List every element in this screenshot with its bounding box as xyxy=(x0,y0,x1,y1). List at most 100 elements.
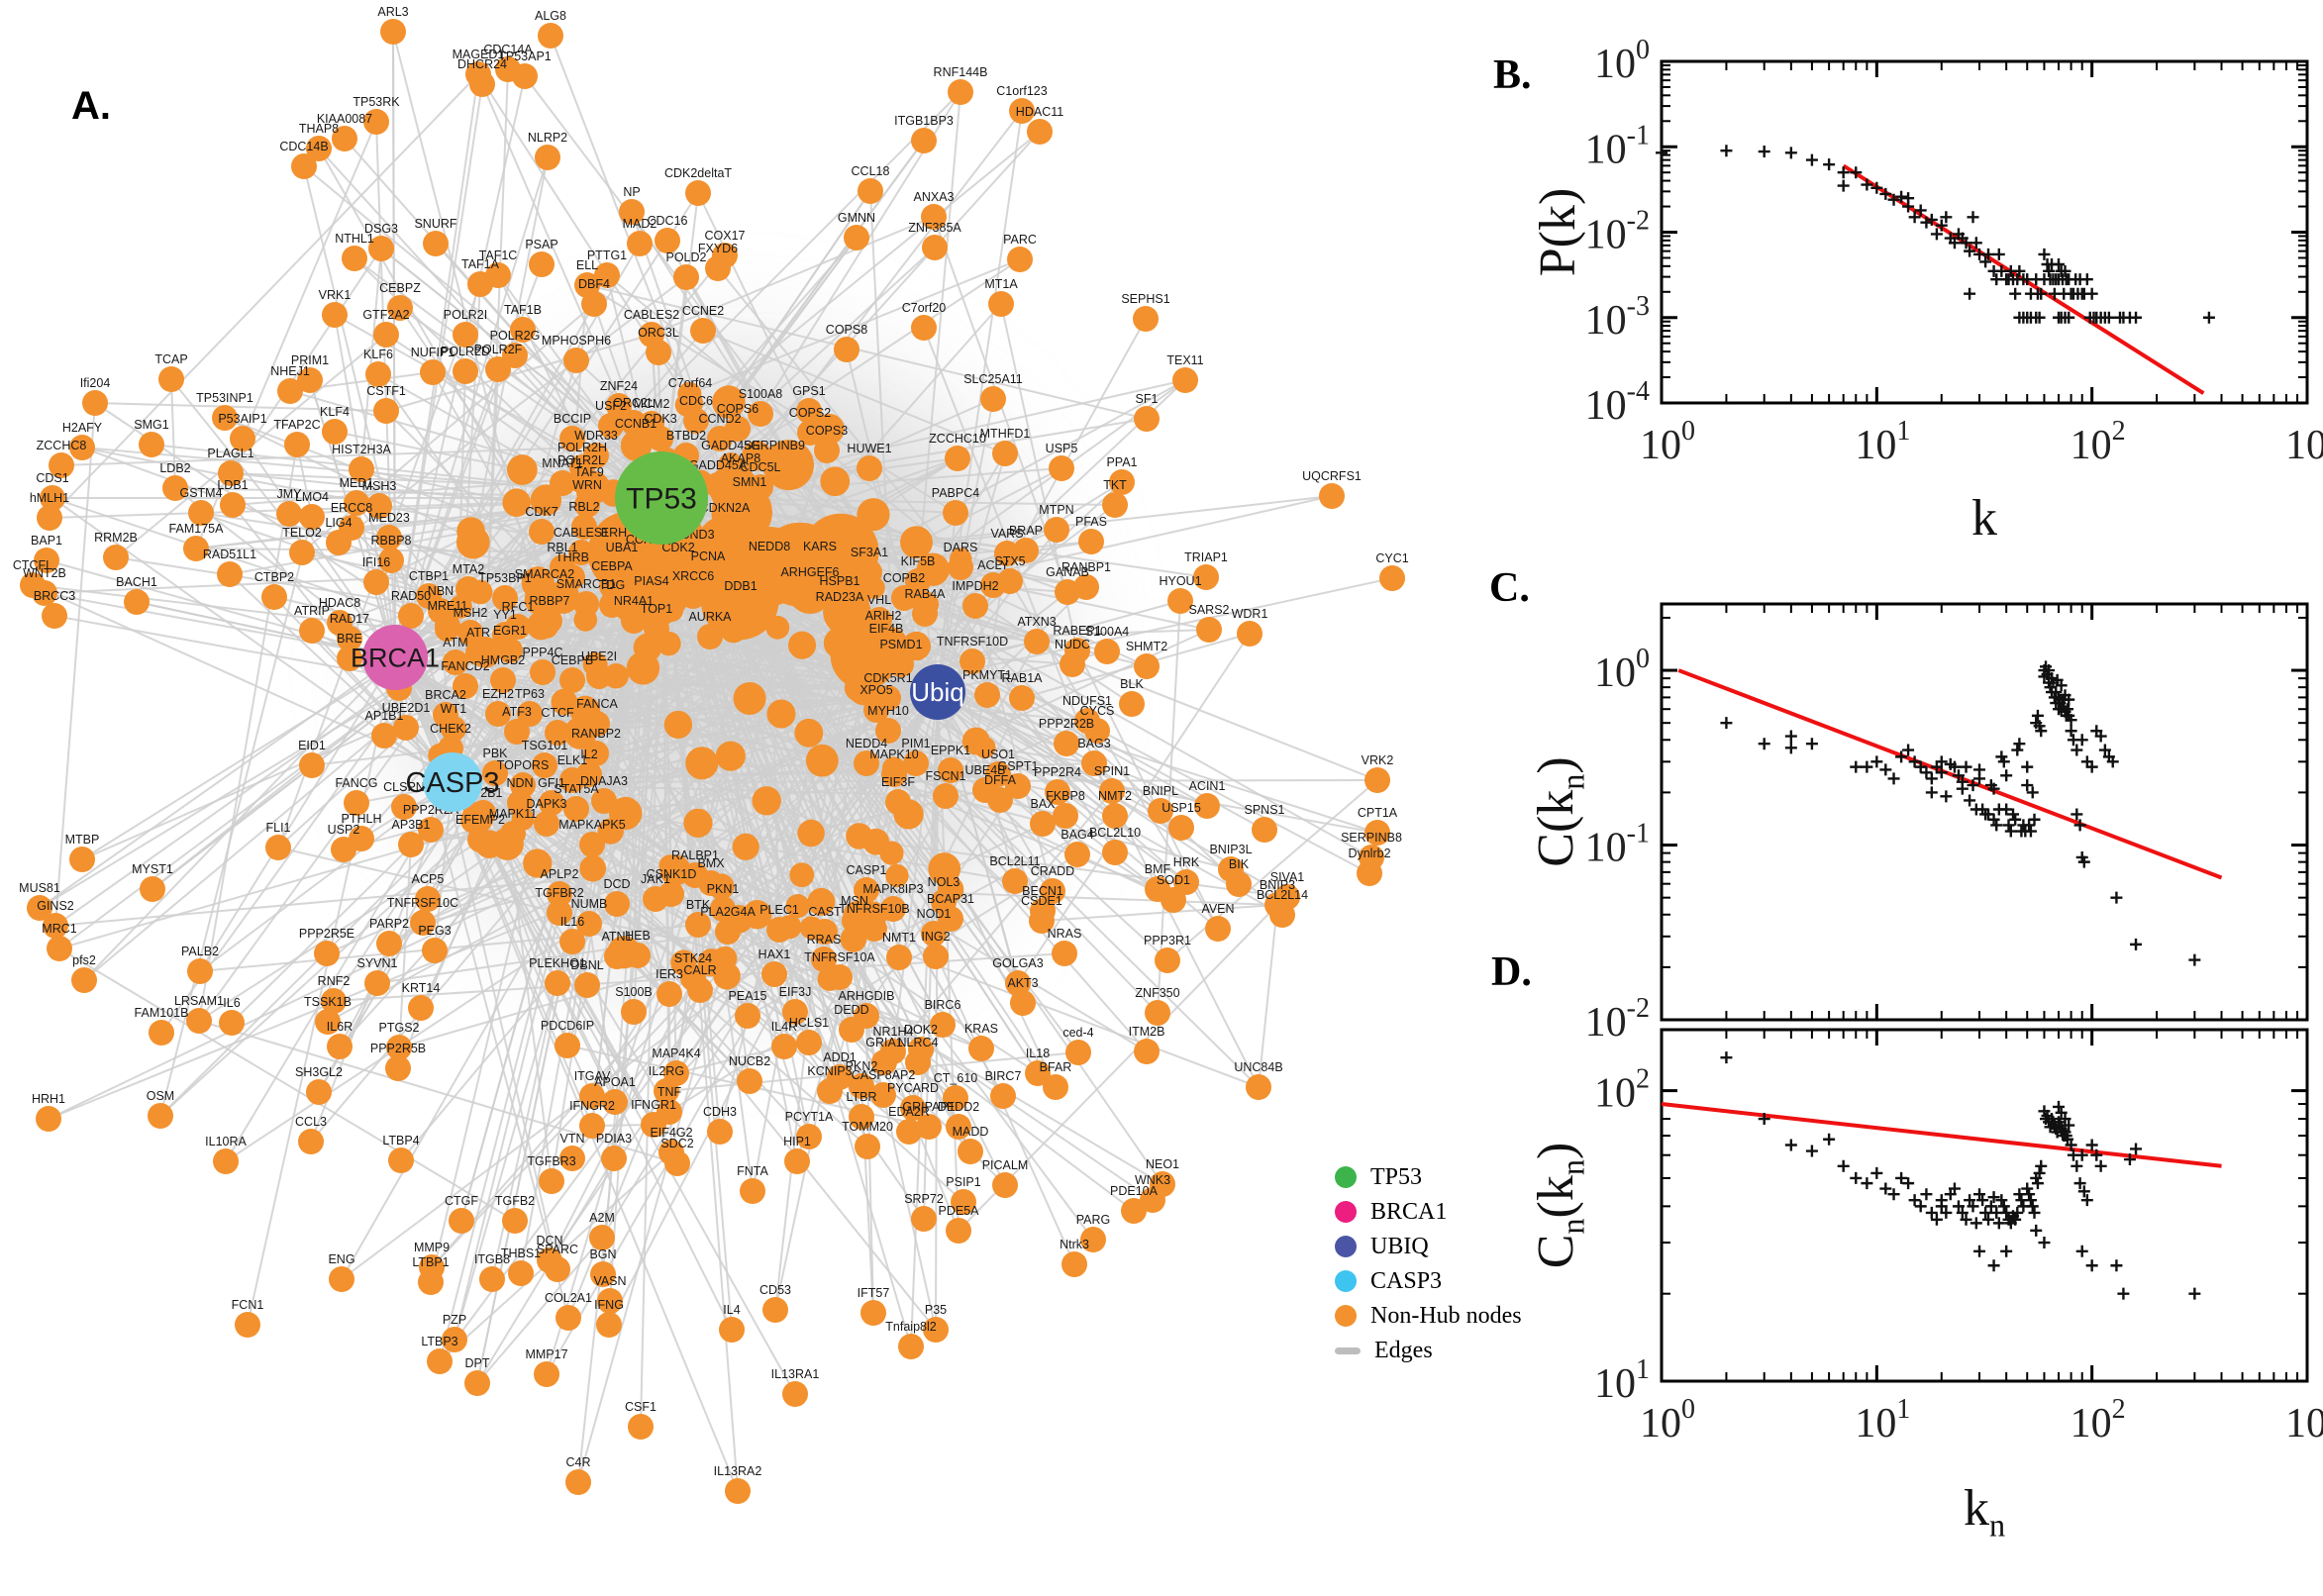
gene-label: CTBP2 xyxy=(254,570,294,584)
gene-label: USO1 xyxy=(981,748,1015,761)
network-node xyxy=(1002,868,1028,894)
gene-label: BECN1 xyxy=(1022,884,1063,898)
network-node xyxy=(1121,1198,1147,1224)
network-node xyxy=(158,366,184,392)
network-node xyxy=(373,398,399,424)
network-node xyxy=(183,536,209,561)
gene-label: GSPT1 xyxy=(998,759,1039,773)
network-node xyxy=(284,432,310,457)
gene-label: VHL xyxy=(867,593,891,607)
gene-label: USP2 xyxy=(328,823,360,837)
gene-label: PICALM xyxy=(982,1158,1029,1172)
gene-label: ZCCHC8 xyxy=(37,439,87,452)
network-node xyxy=(623,431,649,456)
gene-label: ATR xyxy=(466,626,490,640)
data-point xyxy=(2028,813,2041,826)
data-point xyxy=(1837,179,1850,192)
data-point xyxy=(1940,1206,1953,1219)
network-node xyxy=(1081,750,1107,776)
network-edge xyxy=(229,573,454,783)
gene-label: PKMYT1 xyxy=(962,668,1012,682)
gene-label: DOK2 xyxy=(904,1023,938,1037)
gene-label: ORC3L xyxy=(638,326,679,340)
gene-label: DSG3 xyxy=(364,222,398,236)
gene-label: TNFRSF10A xyxy=(804,950,875,964)
gene-label: PSMD1 xyxy=(879,638,922,651)
gene-label: MSN xyxy=(841,894,868,908)
axis-tick-label: 101 xyxy=(1594,1354,1650,1407)
data-point xyxy=(1948,237,1961,249)
edge-swatch-icon xyxy=(1335,1347,1361,1354)
gene-label: RNF2 xyxy=(318,974,351,988)
data-point xyxy=(1784,147,1797,159)
data-point xyxy=(2021,760,2034,773)
data-point xyxy=(1935,1200,1948,1213)
network-node xyxy=(861,916,887,942)
gene-label: BACH1 xyxy=(116,575,157,589)
network-edge xyxy=(488,844,655,1126)
network-edge xyxy=(385,334,653,412)
network-node xyxy=(510,317,536,343)
gene-label: TFAP2C xyxy=(273,418,320,432)
network-node xyxy=(785,894,810,919)
gene-label: IL16 xyxy=(560,915,584,929)
network-node xyxy=(469,71,495,97)
gene-label: STK24 xyxy=(674,951,712,965)
network-node xyxy=(788,570,832,614)
network-node xyxy=(658,854,681,877)
network-node xyxy=(1168,815,1194,841)
data-point xyxy=(1960,237,1972,249)
plot-frame xyxy=(1660,59,2309,405)
gene-label: COPS2 xyxy=(789,406,831,420)
network-node xyxy=(870,1082,896,1108)
gene-label: PTHLH xyxy=(342,812,382,826)
network-node xyxy=(842,908,867,934)
data-point xyxy=(2038,1237,2051,1249)
data-point xyxy=(2063,1119,2075,1132)
network-node xyxy=(376,931,402,956)
data-point xyxy=(2053,257,2065,270)
data-point xyxy=(2059,264,2071,277)
network-node xyxy=(707,1119,733,1145)
gene-label: CYCS xyxy=(1080,704,1115,718)
network-node xyxy=(344,790,369,816)
network-node xyxy=(1194,793,1220,819)
gene-label: PDE5A xyxy=(939,1204,980,1218)
gene-label: COX17 xyxy=(705,229,746,243)
gene-label: IER3 xyxy=(656,967,683,981)
gene-label: SF3A1 xyxy=(851,546,888,559)
gene-label: IL4 xyxy=(723,1303,740,1317)
gene-label: EPPK1 xyxy=(931,744,970,757)
gene-label: TAF9 xyxy=(574,465,604,479)
network-node xyxy=(960,648,985,674)
gene-label: NR4A1 xyxy=(614,594,654,608)
gene-label: ZCCHC10 xyxy=(929,432,986,446)
network-node xyxy=(787,631,817,659)
gene-label: COL2A1 xyxy=(545,1291,592,1305)
gene-label: VASN xyxy=(593,1274,626,1288)
gene-label: UBE4B xyxy=(965,763,1006,777)
gene-label: MYST1 xyxy=(132,862,173,876)
panel-label-b: B. xyxy=(1493,52,1532,98)
network-node xyxy=(911,128,937,153)
data-point xyxy=(2085,1259,2098,1272)
network-edge xyxy=(563,701,1148,1052)
network-node xyxy=(771,1034,797,1059)
network-edge xyxy=(937,512,957,693)
network-edge xyxy=(923,327,1116,817)
gene-label: FNTA xyxy=(737,1164,768,1178)
network-node xyxy=(49,452,74,478)
network-edge xyxy=(170,378,176,489)
gene-label: SOD1 xyxy=(1157,873,1190,887)
gene-label: EIF4G2 xyxy=(650,1126,692,1140)
network-edge xyxy=(198,1020,678,1164)
data-point xyxy=(1823,158,1836,171)
network-node xyxy=(534,811,559,837)
network-node xyxy=(371,723,397,748)
power-law-fit-line xyxy=(1661,1102,2222,1168)
gene-label: RNF144B xyxy=(934,65,988,79)
data-point xyxy=(1887,193,1900,206)
network-edge xyxy=(394,254,726,658)
network-node xyxy=(1044,517,1069,543)
data-point xyxy=(2075,1148,2088,1161)
